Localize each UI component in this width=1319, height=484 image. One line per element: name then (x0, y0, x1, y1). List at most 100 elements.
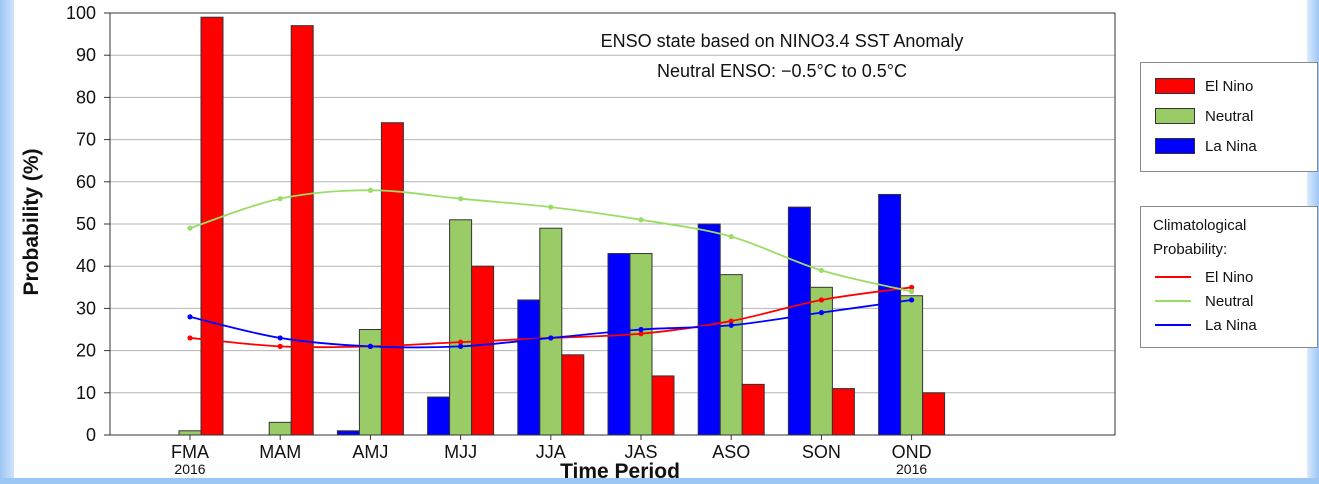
climatology-point-el-nino (728, 318, 734, 324)
climatology-point-neutral (909, 288, 915, 295)
chart-title: ENSO state based on NINO3.4 SST Anomaly (601, 31, 964, 51)
legend-label-el-nino: El Nino (1205, 77, 1254, 95)
climatology-point-la-nina (909, 297, 915, 303)
climatology-legend-label-la-nina: La Nina (1205, 316, 1257, 334)
climatology-legend-item-neutral: Neutral (1141, 291, 1253, 311)
frame-left-edge (0, 0, 14, 484)
climatology-legend-label-neutral: Neutral (1205, 292, 1254, 310)
bar-la-nina (336, 430, 360, 436)
x-tick-label: MAM (259, 442, 301, 462)
bar-la-nina (427, 396, 451, 436)
climatology-legend-item-la-nina: La Nina (1141, 315, 1257, 335)
legend-swatch-la-nina (1155, 138, 1195, 154)
climatology-point-neutral (277, 196, 283, 202)
climatology-legend-title-2: Probability: (1153, 241, 1228, 258)
y-tick-label: 90 (76, 45, 96, 65)
climatology-point-la-nina (728, 322, 734, 328)
bar-neutral (268, 421, 292, 436)
y-tick-label: 60 (76, 172, 96, 192)
climatology-point-el-nino (638, 331, 644, 337)
bar-el-nino (290, 25, 314, 436)
climatology-point-neutral (187, 225, 193, 231)
climatology-point-neutral (818, 267, 825, 274)
x-tick-label: AMJ (352, 442, 388, 462)
bar-neutral (539, 227, 563, 436)
bar-neutral (629, 253, 653, 436)
climatology-point-la-nina (367, 343, 373, 349)
climatology-point-neutral (638, 217, 644, 223)
climatology-point-la-nina (548, 335, 554, 341)
climatology-point-la-nina (458, 343, 464, 349)
y-tick-label: 70 (76, 130, 96, 150)
climatology-point-neutral (548, 204, 554, 210)
climatology-legend-line-la-nina (1155, 324, 1191, 326)
climatology-point-la-nina (818, 310, 825, 316)
bar-el-nino (651, 375, 675, 436)
y-tick-label: 30 (76, 298, 96, 318)
climatology-point-el-nino (187, 335, 193, 341)
legend-swatch-neutral (1155, 108, 1195, 124)
bar-series (178, 16, 946, 436)
bar-el-nino (561, 354, 585, 436)
climatology-legend-line-neutral (1155, 300, 1191, 302)
bar-neutral (719, 274, 743, 436)
y-tick-label: 40 (76, 256, 96, 276)
bar-la-nina (607, 253, 631, 436)
legend-swatch-el-nino (1155, 78, 1195, 94)
bar-el-nino (380, 122, 404, 436)
x-tick-label: JJA (536, 442, 566, 462)
climatology-point-el-nino (818, 297, 825, 303)
x-tick-label: SON (802, 442, 841, 462)
series-legend: El Nino Neutral La Nina (1140, 62, 1318, 172)
climatology-legend-label-el-nino: El Nino (1205, 268, 1254, 286)
y-axis-ticks: 0 10 20 30 40 50 60 70 80 90 100 (66, 3, 110, 445)
x-tick-label: OND (892, 442, 932, 462)
bar-la-nina (697, 223, 721, 436)
chart-subtitle: Neutral ENSO: −0.5°C to 0.5°C (657, 61, 907, 81)
climatology-point-neutral (458, 196, 464, 202)
y-axis-label: Probability (%) (20, 148, 43, 295)
x-tick-label: FMA (171, 442, 209, 462)
climatology-point-el-nino (909, 284, 915, 290)
climatology-legend: Climatological Probability: El Nino Neutr… (1140, 206, 1318, 348)
climatology-point-neutral (367, 187, 373, 193)
y-tick-label: 100 (66, 3, 96, 23)
bar-neutral (900, 295, 924, 436)
x-year-label: 2016 (174, 461, 205, 477)
climatology-legend-title-1: Climatological (1153, 217, 1247, 234)
y-tick-label: 0 (86, 425, 96, 445)
climatology-point-neutral (728, 234, 734, 240)
legend-item-la-nina: La Nina (1141, 136, 1257, 156)
climatology-point-la-nina (277, 335, 283, 341)
bar-el-nino (471, 265, 495, 436)
climatology-lines (187, 187, 915, 349)
x-tick-label: MJJ (444, 442, 477, 462)
bar-neutral (809, 286, 833, 436)
bar-el-nino (922, 392, 946, 436)
y-tick-label: 20 (76, 341, 96, 361)
bar-la-nina (787, 206, 811, 436)
legend-label-neutral: Neutral (1205, 107, 1254, 125)
climatology-legend-line-el-nino (1155, 276, 1191, 278)
climatology-point-el-nino (458, 339, 464, 345)
x-tick-label: ASO (712, 442, 750, 462)
bar-la-nina (517, 299, 541, 436)
x-year-label: 2016 (896, 461, 927, 477)
bar-el-nino (831, 388, 855, 436)
x-axis-label: Time Period (560, 460, 680, 483)
bar-neutral (178, 430, 202, 436)
climatology-legend-item-el-nino: El Nino (1141, 267, 1253, 287)
climatology-point-la-nina (187, 314, 193, 320)
climatology-point-el-nino (277, 343, 283, 349)
frame-bottom-edge (0, 478, 1319, 484)
bar-neutral (449, 219, 473, 436)
legend-label-la-nina: La Nina (1205, 137, 1257, 155)
legend-item-el-nino: El Nino (1141, 76, 1253, 96)
legend-item-neutral: Neutral (1141, 106, 1253, 126)
climatology-point-la-nina (638, 326, 644, 333)
bar-el-nino (200, 16, 224, 436)
y-tick-label: 50 (76, 214, 96, 234)
bar-la-nina (878, 193, 902, 436)
bar-el-nino (741, 383, 765, 436)
